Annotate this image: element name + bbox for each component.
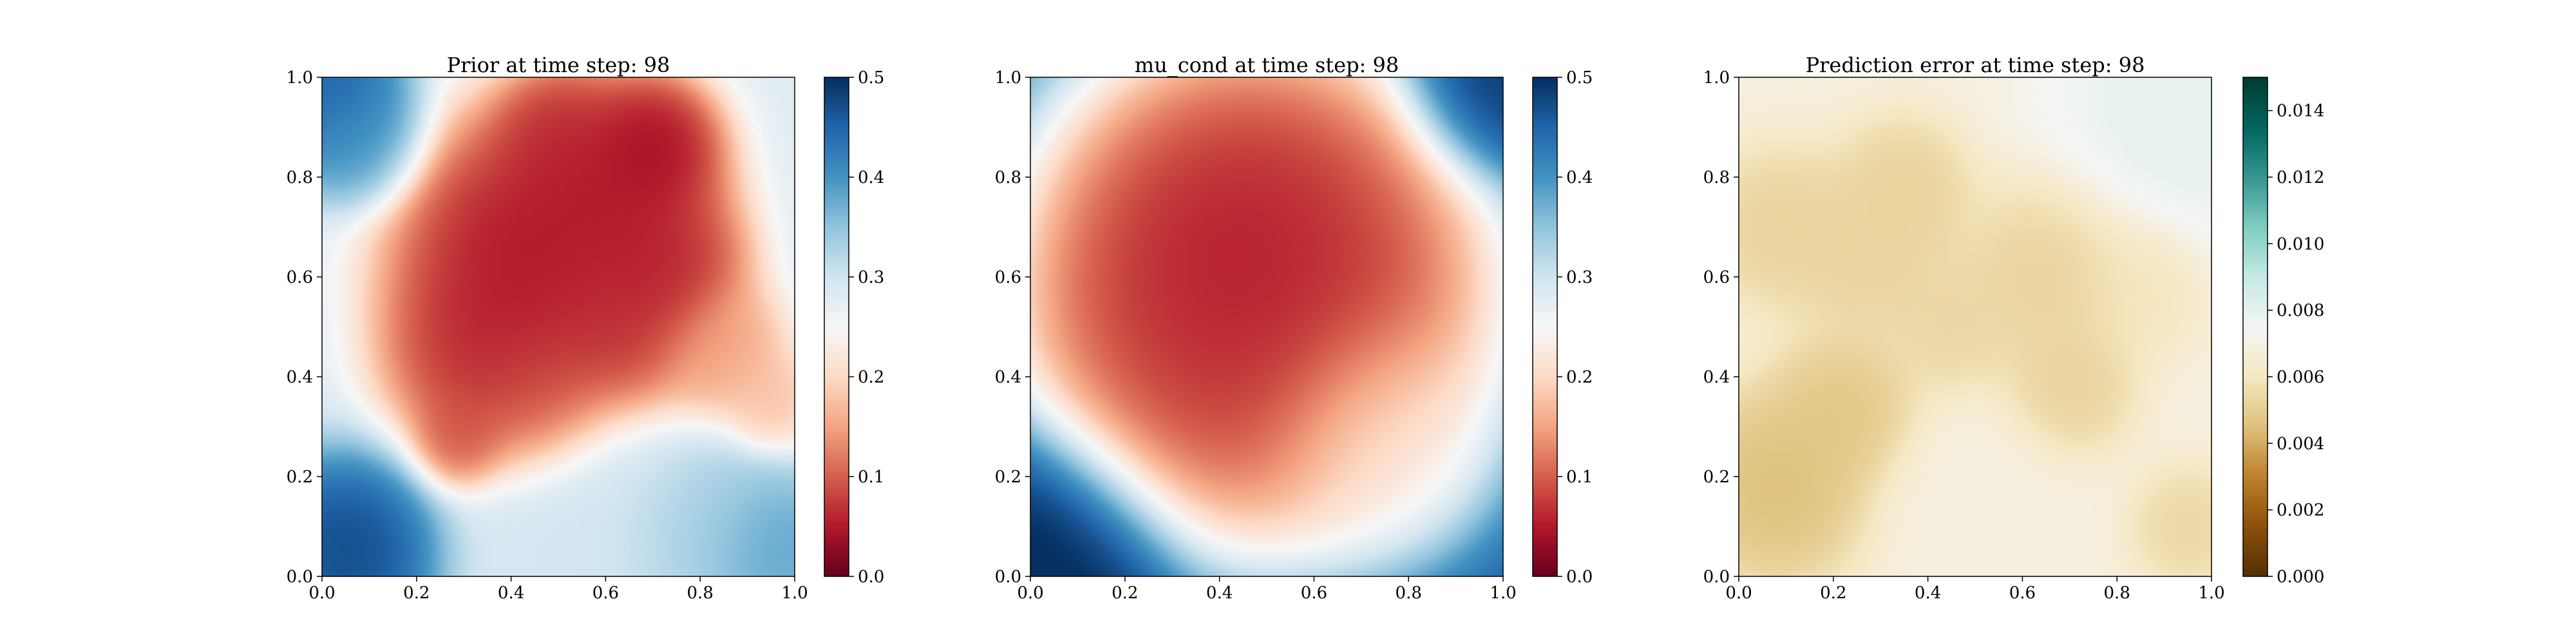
- y-axis: 0.0 0.2 0.4 0.6 0.8 1.0: [1703, 68, 1739, 587]
- y-tick-label: 0.8: [995, 168, 1021, 187]
- colorbar-tick-label: 0.5: [1566, 68, 1593, 88]
- colorbar-tick-label: 0.008: [2277, 301, 2324, 321]
- y-tick-label: 1.0: [287, 68, 313, 88]
- heatmap-image: [322, 77, 795, 576]
- x-tick-label: 0.8: [2104, 583, 2130, 603]
- colorbar-tick-label: 0.006: [2277, 368, 2324, 387]
- colorbar-tick-label: 0.1: [858, 468, 884, 487]
- y-tick-label: 0.2: [287, 468, 313, 487]
- colorbar-tick-label: 0.2: [1566, 368, 1593, 387]
- x-tick-label: 0.6: [2009, 583, 2036, 603]
- prediction-error-panel: Prediction error at time step: 98 0.0 0.2…: [1703, 53, 2325, 603]
- x-tick-label: 0.4: [1915, 583, 1941, 603]
- x-tick-label: 0.0: [1017, 583, 1043, 603]
- x-axis: 0.0 0.2 0.4 0.6 0.8 1.0: [1725, 576, 2225, 603]
- y-tick-label: 0.2: [995, 468, 1021, 487]
- x-axis: 0.0 0.2 0.4 0.6 0.8 1.0: [308, 576, 808, 603]
- colorbar-tick-label: 0.004: [2277, 434, 2324, 453]
- x-tick-label: 0.8: [1396, 583, 1422, 603]
- heatmap-image: [1030, 77, 1503, 576]
- axes-frame: [1030, 77, 1504, 577]
- x-tick-label: 0.2: [403, 583, 430, 603]
- x-tick-label: 1.0: [2198, 583, 2224, 603]
- x-tick-label: 1.0: [1490, 583, 1516, 603]
- colorbar-tick-label: 0.002: [2277, 501, 2324, 520]
- x-tick-label: 0.6: [592, 583, 619, 603]
- y-tick-label: 0.4: [995, 368, 1021, 387]
- colorbar-tick-label: 0.3: [858, 268, 884, 287]
- colorbar-tick-label: 0.010: [2277, 234, 2324, 254]
- y-tick-label: 0.6: [1703, 268, 1730, 287]
- x-tick-label: 0.2: [1112, 583, 1138, 603]
- y-tick-label: 0.4: [287, 368, 313, 387]
- y-tick-label: 1.0: [995, 68, 1021, 88]
- y-tick-label: 0.0: [287, 567, 313, 587]
- heatmap-image: [1739, 77, 2211, 576]
- y-tick-label: 0.4: [1703, 368, 1730, 387]
- colorbar-frame: [2242, 77, 2268, 577]
- colorbar-axis: 0.0 0.1 0.2 0.3 0.4 0.5: [1557, 68, 1593, 587]
- colorbar-tick-label: 0.5: [858, 68, 884, 88]
- colorbar-tick-label: 0.014: [2277, 102, 2324, 121]
- colorbar-image: [2243, 77, 2268, 576]
- colorbar-tick-label: 0.000: [2277, 567, 2324, 587]
- colorbar-tick-label: 0.0: [858, 567, 884, 587]
- colorbar-tick-label: 0.012: [2277, 168, 2324, 187]
- x-tick-label: 0.6: [1301, 583, 1327, 603]
- colorbar-image: [1533, 77, 1557, 576]
- axes-frame: [321, 77, 795, 577]
- x-tick-label: 0.4: [498, 583, 524, 603]
- y-tick-label: 0.2: [1703, 468, 1730, 487]
- y-axis: 0.0 0.2 0.4 0.6 0.8 1.0: [287, 68, 322, 587]
- colorbar-image: [824, 77, 849, 576]
- prior-panel: Prior at time step: 98 0.0 0.2 0.4 0.6 0.8 1.…: [287, 53, 885, 603]
- colorbar-tick-label: 0.3: [1566, 268, 1593, 287]
- x-tick-label: 0.2: [1820, 583, 1846, 603]
- colorbar-tick-label: 0.4: [1566, 168, 1593, 187]
- mu-cond-panel: mu_cond at time step: 98 0.0 0.2 0.4 0.6 0.8…: [995, 53, 1593, 603]
- colorbar-tick-label: 0.0: [1566, 567, 1593, 587]
- x-axis: 0.0 0.2 0.4 0.6 0.8 1.0: [1017, 576, 1517, 603]
- colorbar-tick-label: 0.2: [858, 368, 884, 387]
- y-axis: 0.0 0.2 0.4 0.6 0.8 1.0: [995, 68, 1030, 587]
- x-tick-label: 0.4: [1206, 583, 1233, 603]
- y-tick-label: 1.0: [1703, 68, 1730, 88]
- axes-frame: [1738, 77, 2212, 577]
- colorbar-tick-label: 0.1: [1566, 468, 1593, 487]
- y-tick-label: 0.6: [995, 268, 1021, 287]
- panel-title: mu_cond at time step: 98: [1135, 53, 1399, 77]
- y-tick-label: 0.8: [1703, 168, 1730, 187]
- x-tick-label: 1.0: [781, 583, 808, 603]
- panel-title: Prediction error at time step: 98: [1806, 53, 2145, 77]
- colorbar-frame: [1532, 77, 1558, 577]
- colorbar-axis: 0.0 0.1 0.2 0.3 0.4 0.5: [849, 68, 884, 587]
- colorbar-axis: 0.000 0.002 0.004 0.006 0.008 0.010 0.012 0.014: [2268, 102, 2324, 587]
- colorbar-tick-label: 0.4: [858, 168, 884, 187]
- x-tick-label: 0.0: [1725, 583, 1752, 603]
- x-tick-label: 0.0: [308, 583, 335, 603]
- y-tick-label: 0.0: [1703, 567, 1730, 587]
- y-tick-label: 0.6: [287, 268, 313, 287]
- y-tick-label: 0.8: [287, 168, 313, 187]
- panel-title: Prior at time step: 98: [447, 53, 670, 77]
- colorbar-frame: [824, 77, 849, 577]
- x-tick-label: 0.8: [687, 583, 714, 603]
- y-tick-label: 0.0: [995, 567, 1021, 587]
